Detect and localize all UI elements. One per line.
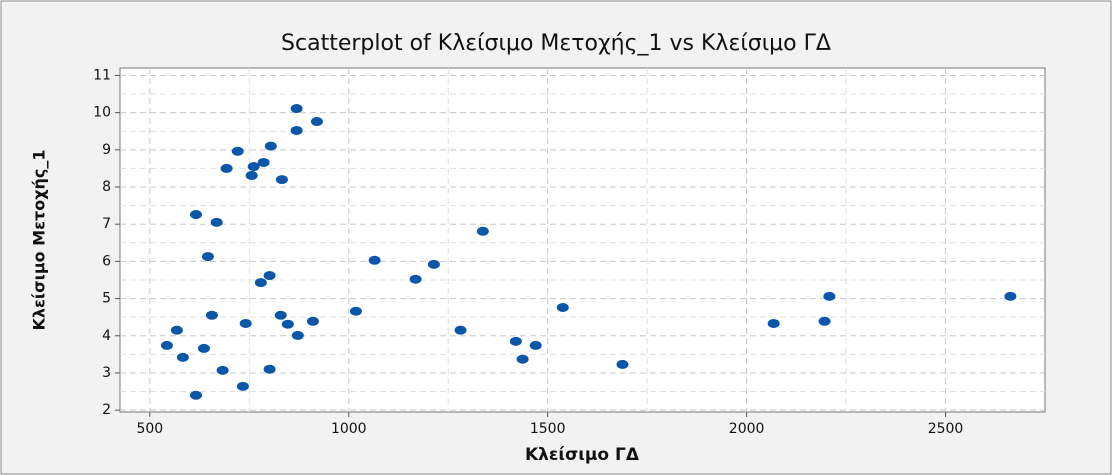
point <box>556 302 569 312</box>
point <box>290 104 303 114</box>
y-tick-label: 6 <box>102 253 111 269</box>
x-tick-label: 500 <box>136 421 163 437</box>
x-tick-label: 1500 <box>530 421 566 437</box>
point <box>263 271 276 281</box>
point <box>516 354 529 364</box>
point <box>454 325 467 335</box>
y-tick-label: 8 <box>102 179 111 195</box>
y-tick-label: 9 <box>102 142 111 158</box>
point <box>257 157 270 167</box>
point <box>529 340 542 350</box>
point <box>409 274 422 284</box>
point <box>197 343 210 353</box>
point <box>1004 291 1017 301</box>
point <box>306 316 319 326</box>
point <box>216 365 229 375</box>
x-axis-label: Κλείσιμο ΓΔ <box>525 445 640 465</box>
point <box>205 310 218 320</box>
point <box>509 336 522 346</box>
point <box>427 259 440 269</box>
point <box>368 255 381 265</box>
point <box>189 390 202 400</box>
point <box>310 117 323 127</box>
point <box>239 318 252 328</box>
point <box>476 226 489 236</box>
point <box>254 278 267 288</box>
point <box>231 146 244 156</box>
point <box>818 316 831 326</box>
plot-area <box>119 67 1046 413</box>
y-tick-label: 11 <box>93 67 111 83</box>
x-tick-label: 2000 <box>729 421 765 437</box>
y-tick-label: 7 <box>102 216 111 232</box>
point <box>170 325 183 335</box>
point <box>281 319 294 329</box>
point <box>247 162 260 172</box>
y-tick-label: 2 <box>102 402 111 418</box>
point <box>616 359 629 369</box>
point <box>823 291 836 301</box>
y-tick-label: 4 <box>102 328 111 344</box>
point <box>236 381 249 391</box>
point <box>220 163 233 173</box>
point <box>201 252 214 262</box>
point <box>189 210 202 220</box>
point <box>263 364 276 374</box>
x-tick-label: 2500 <box>928 421 964 437</box>
x-tick-label: 1000 <box>331 421 367 437</box>
point <box>210 217 223 227</box>
point <box>274 310 287 320</box>
y-tick-label: 3 <box>102 365 111 381</box>
point <box>291 330 304 340</box>
point <box>176 352 189 362</box>
point <box>290 125 303 135</box>
y-tick-label: 5 <box>102 291 111 307</box>
point <box>767 318 780 328</box>
y-tick-label: 10 <box>93 105 111 121</box>
point <box>275 175 288 185</box>
point <box>264 141 277 151</box>
chart-title: Scatterplot of Κλείσιμο Μετοχής_1 vs Κλε… <box>281 31 831 56</box>
y-axis-label: Κλείσιμο Μετοχής_1 <box>30 149 49 330</box>
point <box>160 340 173 350</box>
point <box>245 170 258 180</box>
point <box>349 306 362 316</box>
